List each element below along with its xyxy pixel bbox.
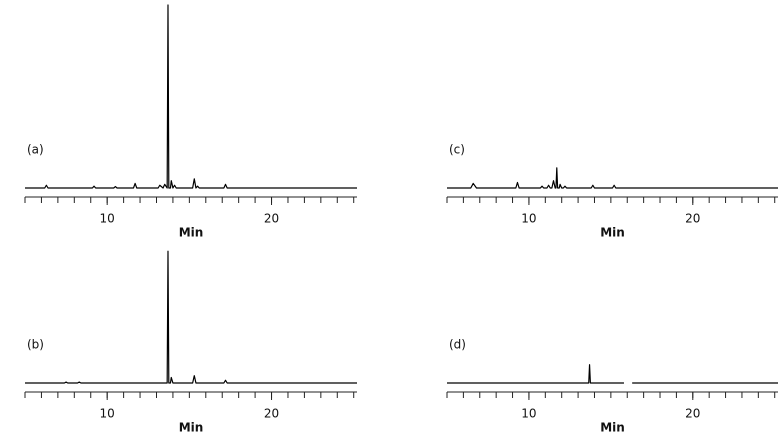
x-axis-label: Min [600, 226, 625, 240]
x-axis-label: Min [600, 421, 625, 435]
x-tick-label: 20 [685, 212, 700, 226]
chromatogram [447, 167, 778, 189]
x-tick-label: 20 [264, 407, 279, 421]
chromatogram [25, 250, 357, 384]
x-tick-label: 10 [100, 407, 115, 421]
x-axis-label: Min [179, 226, 204, 240]
x-tick-label: 20 [685, 407, 700, 421]
x-tick-label: 10 [521, 407, 536, 421]
x-axis-label: Min [179, 421, 204, 435]
chromatogram [25, 4, 357, 189]
x-tick-label: 10 [100, 212, 115, 226]
chromatogram [447, 364, 778, 384]
panel-label: (b) [27, 338, 44, 352]
panel-label: (d) [449, 338, 466, 352]
panel-label: (c) [449, 143, 465, 157]
x-tick-label: 20 [264, 212, 279, 226]
x-tick-label: 10 [521, 212, 536, 226]
panel-label: (a) [27, 143, 44, 157]
